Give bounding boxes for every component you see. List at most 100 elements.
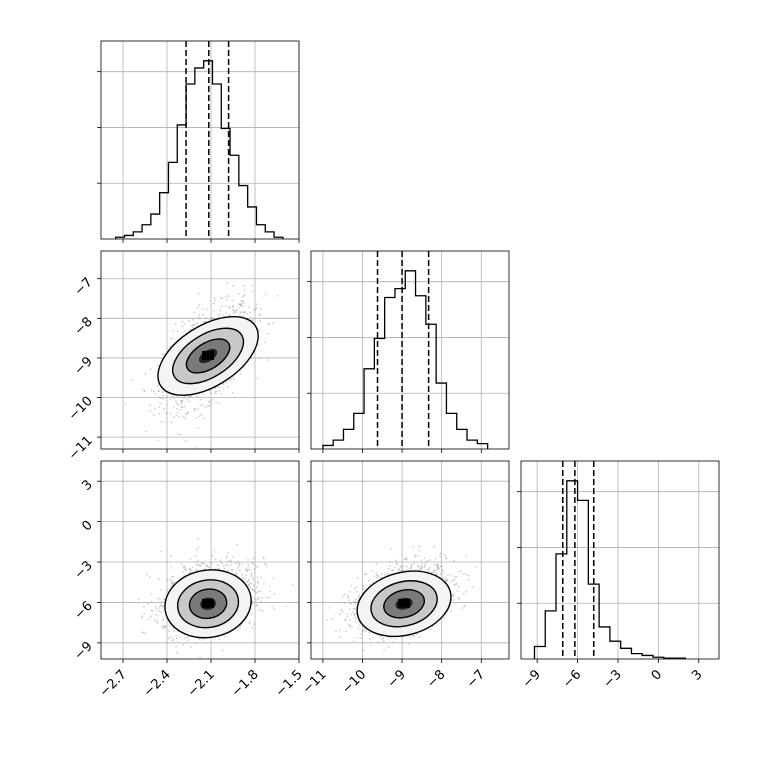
scatter-point <box>369 638 371 641</box>
scatter-point <box>342 595 345 598</box>
scatter-point <box>160 604 163 607</box>
scatter-point <box>259 590 262 593</box>
scatter-point <box>220 393 223 396</box>
scatter-point <box>461 608 463 611</box>
scatter-point <box>141 388 144 390</box>
scatter-point <box>382 637 385 640</box>
scatter-point <box>205 565 208 568</box>
scatter-point <box>254 592 257 595</box>
scatter-point <box>384 574 387 577</box>
scatter-point <box>220 305 223 308</box>
scatter-point <box>348 608 351 611</box>
scatter-point <box>180 405 183 408</box>
scatter-point <box>143 605 145 608</box>
scatter-point <box>451 594 454 597</box>
scatter-point <box>253 597 256 600</box>
scatter-point <box>241 305 244 308</box>
scatter-point <box>228 379 231 382</box>
scatter-point <box>176 330 179 333</box>
scatter-point <box>226 282 228 285</box>
scatter-point <box>433 564 436 566</box>
scatter-point <box>179 636 181 639</box>
scatter-point <box>222 387 225 390</box>
scatter-point <box>146 573 148 576</box>
scatter-point <box>181 320 184 323</box>
scatter-point <box>195 548 198 551</box>
scatter-point <box>187 639 189 642</box>
scatter-point <box>159 397 162 400</box>
scatter-point <box>463 606 465 608</box>
scatter-point <box>157 439 160 442</box>
scatter-point <box>149 410 151 413</box>
scatter-point <box>346 615 349 618</box>
scatter-point <box>197 564 200 566</box>
scatter-point <box>147 602 150 605</box>
scatter-point <box>347 596 349 599</box>
scatter-point <box>178 416 180 419</box>
scatter-point <box>339 613 342 616</box>
scatter-point <box>418 636 421 639</box>
scatter-point <box>162 625 165 627</box>
scatter-point <box>218 402 221 405</box>
scatter-point <box>176 407 178 410</box>
scatter-point <box>181 399 184 402</box>
scatter-point <box>356 601 358 604</box>
scatter-point <box>350 613 353 616</box>
scatter-point <box>256 576 259 578</box>
scatter-point <box>358 624 361 626</box>
scatter-point <box>255 565 258 567</box>
scatter-point <box>340 608 343 611</box>
scatter-point <box>423 557 426 559</box>
scatter-point <box>162 394 164 397</box>
scatter-point <box>228 565 231 568</box>
scatter-point <box>143 390 146 393</box>
scatter-point <box>376 577 378 579</box>
scatter-point <box>184 440 187 442</box>
scatter-point <box>247 563 250 566</box>
scatter-point <box>251 613 254 616</box>
scatter-point <box>154 619 156 621</box>
scatter-point <box>396 562 398 565</box>
scatter-point <box>149 576 152 579</box>
scatter-point <box>353 600 356 603</box>
scatter-point <box>242 295 245 298</box>
scatter-point <box>174 400 177 403</box>
scatter-point <box>238 562 240 565</box>
scatter-point <box>370 569 373 572</box>
scatter-point <box>474 565 477 568</box>
scatter-point <box>356 599 359 602</box>
scatter-point <box>352 640 355 643</box>
scatter-point <box>176 651 178 654</box>
scatter-point <box>205 406 207 408</box>
scatter-point <box>416 554 419 557</box>
scatter-point <box>248 569 251 571</box>
scatter-point <box>390 548 393 550</box>
x-tick-label: −10 <box>339 667 369 697</box>
scatter-point <box>353 587 356 590</box>
scatter-point <box>387 646 390 649</box>
scatter-point <box>166 578 169 581</box>
scatter-point <box>182 570 185 573</box>
scatter-point <box>390 569 393 572</box>
scatter-point <box>265 563 268 566</box>
scatter-point <box>226 560 229 563</box>
scatter-point <box>217 564 220 567</box>
scatter-point <box>421 562 424 565</box>
scatter-point <box>199 398 202 401</box>
x-tick-label: −11 <box>300 667 330 697</box>
scatter-point <box>209 318 212 321</box>
density-peak <box>398 598 411 608</box>
scatter-point <box>214 392 217 395</box>
scatter-point <box>248 316 251 319</box>
scatter-point <box>397 568 400 571</box>
scatter-point <box>226 385 229 388</box>
scatter-point <box>245 574 248 577</box>
scatter-point <box>239 626 241 629</box>
scatter-point <box>368 631 371 634</box>
scatter-point <box>184 413 187 416</box>
scatter-point <box>350 602 353 605</box>
scatter-point <box>441 570 444 572</box>
scatter-point <box>399 565 402 568</box>
scatter-point <box>423 566 426 568</box>
scatter-point <box>199 317 201 320</box>
